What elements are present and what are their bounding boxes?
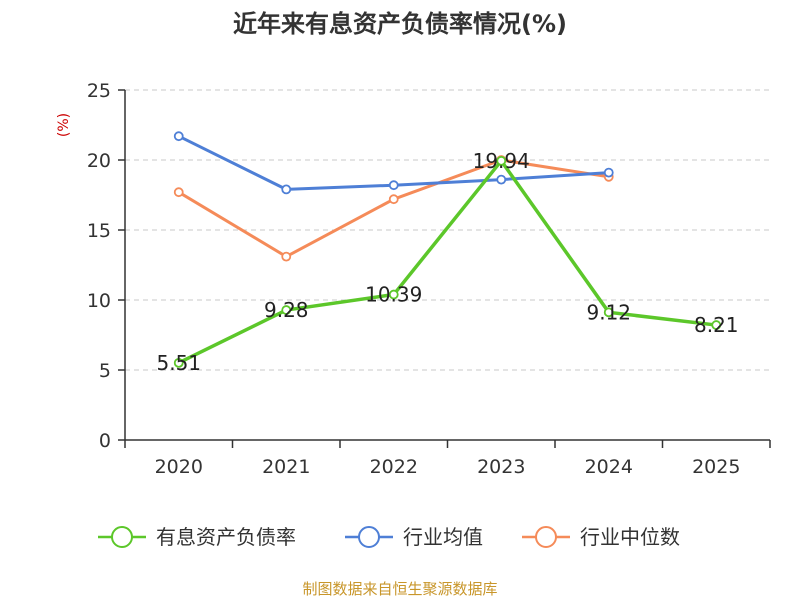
- data-point: [388, 180, 399, 191]
- data-point: [173, 187, 184, 198]
- y-tick-label: 25: [87, 80, 111, 102]
- x-tick-label: 2023: [477, 456, 525, 478]
- x-tick-label: 2021: [262, 456, 310, 478]
- y-tick-label: 20: [87, 150, 111, 172]
- data-point: [281, 305, 292, 315]
- series-line-2: [177, 158, 609, 259]
- data-point: [281, 184, 292, 195]
- legend-item-1: 行业均值: [345, 525, 483, 549]
- data-point: [711, 320, 722, 330]
- data-point: [173, 357, 184, 368]
- source-note: 制图数据来自恒生聚源数据库: [302, 580, 497, 598]
- series-line-0: [177, 159, 717, 365]
- data-label: 19.94: [473, 149, 530, 173]
- x-tick-label: 2022: [370, 456, 418, 478]
- data-point: [496, 174, 507, 185]
- series-lines: [173, 131, 722, 368]
- y-axis-unit: (%): [56, 113, 72, 137]
- data-point: [603, 307, 614, 318]
- data-point: [388, 289, 399, 300]
- legend-label: 行业均值: [403, 525, 483, 549]
- data-label: 9.12: [586, 300, 631, 324]
- y-tick-label: 5: [99, 360, 111, 382]
- chart-title: 近年来有息资产负债率情况(%): [233, 10, 567, 38]
- data-point: [388, 194, 399, 205]
- data-label: 8.21: [694, 313, 739, 337]
- data-labels: 5.51 9.28 10.39 19.94 9.12 8.21: [156, 149, 738, 375]
- data-label: 10.39: [365, 283, 422, 307]
- legend: 有息资产负债率 行业均值 行业中位数: [98, 525, 680, 549]
- data-label: 5.51: [156, 351, 201, 375]
- legend-item-0: 有息资产负债率: [98, 525, 296, 549]
- data-point: [603, 167, 614, 178]
- legend-marker: [111, 526, 133, 548]
- legend-label: 行业中位数: [580, 525, 680, 549]
- data-label: 9.28: [264, 298, 309, 322]
- legend-item-2: 行业中位数: [522, 525, 680, 549]
- legend-marker: [358, 526, 380, 548]
- x-tick-label: 2025: [692, 456, 740, 478]
- x-tick-label: 2020: [155, 456, 203, 478]
- data-point: [173, 131, 184, 142]
- y-tick-label: 10: [87, 290, 111, 312]
- data-point: [496, 155, 507, 166]
- data-point: [281, 251, 292, 262]
- y-tick-label: 0: [99, 430, 111, 452]
- legend-marker: [535, 526, 557, 548]
- legend-label: 有息资产负债率: [156, 525, 296, 549]
- y-tick-label: 15: [87, 220, 111, 242]
- x-tick-label: 2024: [585, 456, 633, 478]
